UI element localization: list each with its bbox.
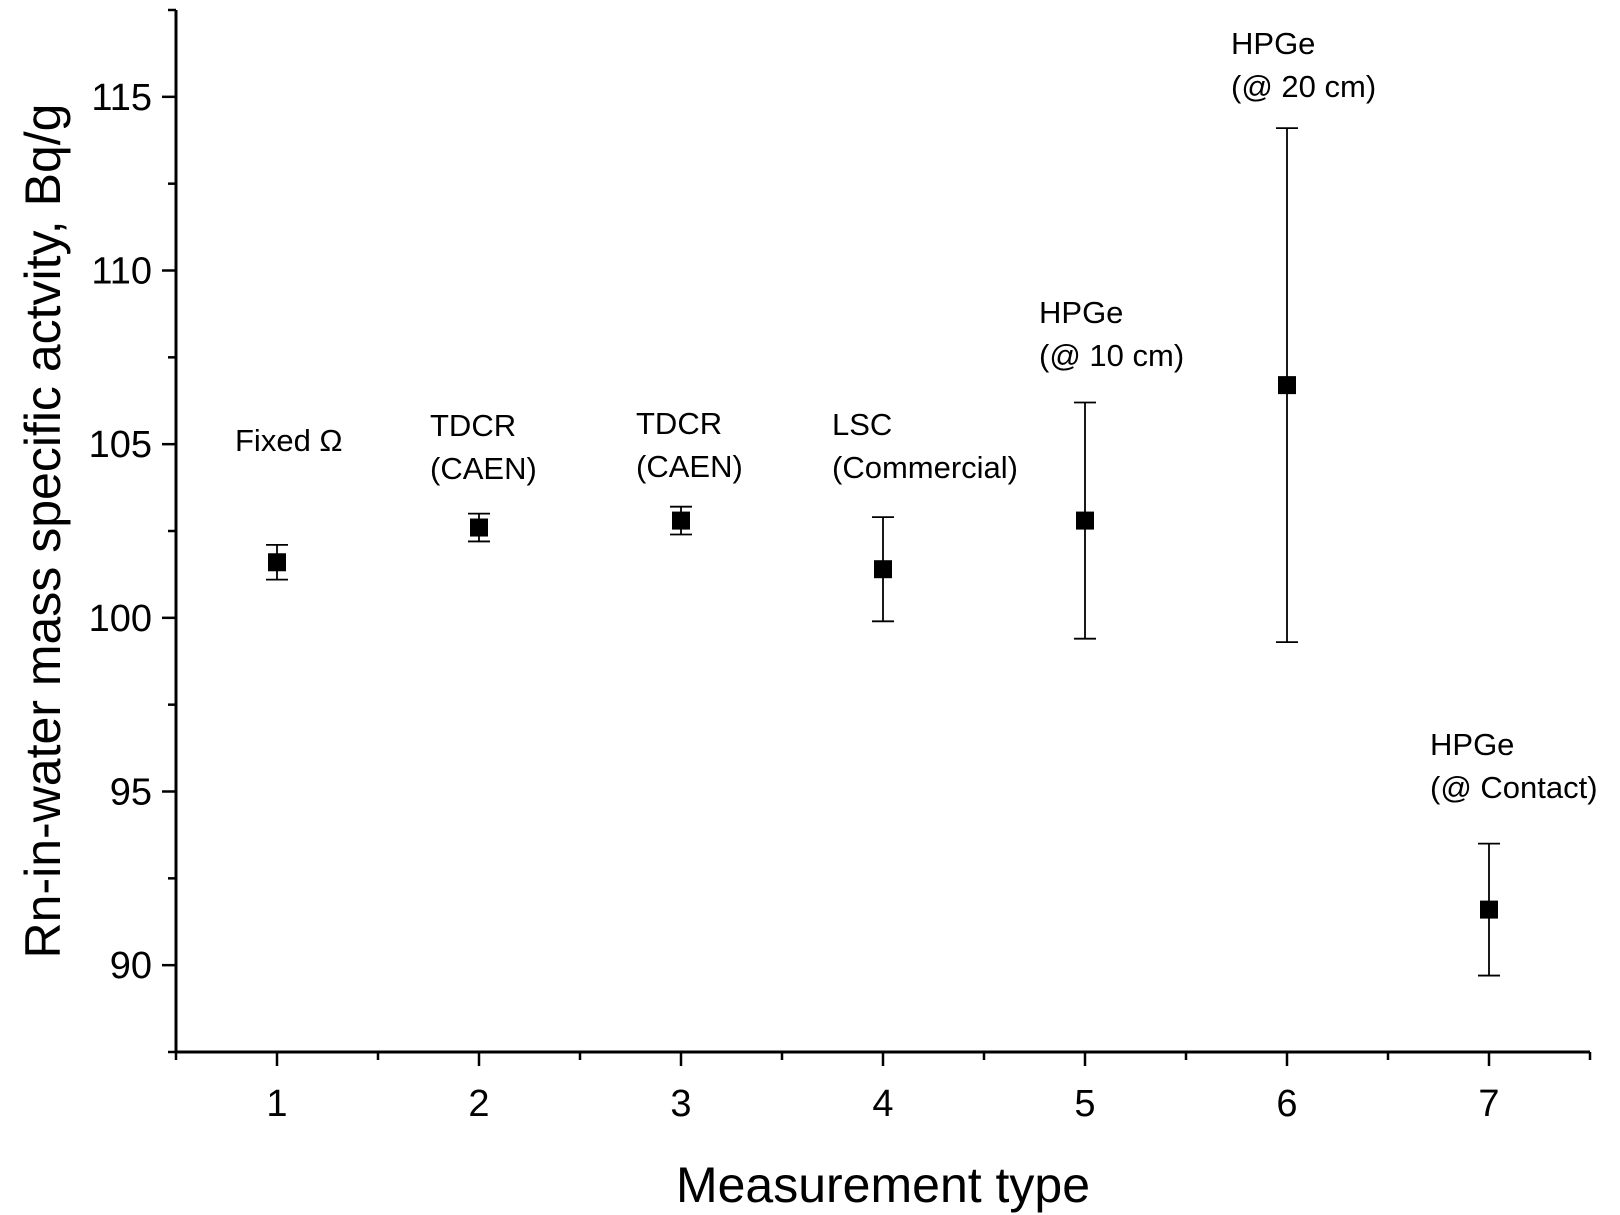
x-tick-label: 6 [1276, 1083, 1297, 1125]
data-point-group [872, 516, 894, 623]
data-point-group [1276, 127, 1298, 644]
data-point-group [1074, 401, 1096, 640]
point-annotation-line: (Commercial) [832, 450, 1018, 485]
y-tick-label: 115 [91, 77, 152, 119]
x-tick-label: 4 [872, 1083, 893, 1125]
data-point [470, 518, 488, 537]
axes: 1 2 3 4 5 6 7 90 95 100 105 110 115 [89, 8, 1592, 1125]
point-annotation-line: LSC [832, 407, 892, 442]
point-annotation-line: Fixed Ω [235, 423, 343, 458]
data-point [268, 553, 286, 572]
point-annotation: HPGe (@ 20 cm) [1231, 26, 1376, 104]
data-point [672, 511, 690, 530]
data-point-group [266, 543, 288, 581]
point-annotation-line: (@ 20 cm) [1231, 69, 1376, 104]
point-annotation-line: (CAEN) [636, 449, 743, 484]
point-annotation: TDCR (CAEN) [430, 408, 537, 486]
point-annotation-line: HPGe [1231, 26, 1315, 61]
data-point-group [1478, 842, 1500, 977]
point-annotation-line: (@ Contact) [1430, 770, 1598, 805]
x-tick-label: 1 [266, 1083, 287, 1125]
data-point [1076, 511, 1094, 530]
data-point [1278, 376, 1296, 395]
point-annotation: TDCR (CAEN) [636, 406, 743, 484]
x-axis-title: Measurement type [676, 1157, 1090, 1213]
y-tick-label: 105 [89, 424, 152, 466]
y-tick-label: 100 [89, 598, 152, 640]
annotations: Fixed Ω TDCR (CAEN) TDCR (CAEN) LSC (Commercia… [235, 26, 1598, 805]
x-tick-label: 3 [670, 1083, 691, 1125]
point-annotation-line: HPGe [1039, 295, 1123, 330]
y-tick-label: 110 [91, 251, 152, 293]
data-point-group [670, 505, 692, 536]
point-annotation-line: (@ 10 cm) [1039, 338, 1184, 373]
data-point-group [468, 512, 490, 543]
y-tick-label: 95 [110, 772, 152, 814]
y-tick-label: 90 [110, 945, 152, 987]
point-annotation: LSC (Commercial) [832, 407, 1018, 485]
data-marks [266, 127, 1500, 977]
data-point [874, 560, 892, 579]
y-axis-title: Rn-in-water mass specific actvity, Bq/g [15, 104, 71, 959]
x-tick-label: 2 [468, 1083, 489, 1125]
x-tick-label: 7 [1478, 1083, 1499, 1125]
point-annotation: Fixed Ω [235, 423, 343, 458]
x-tick-label: 5 [1074, 1083, 1095, 1125]
point-annotation-line: TDCR [430, 408, 516, 443]
point-annotation-line: TDCR [636, 406, 722, 441]
data-point [1480, 900, 1498, 919]
point-annotation-line: HPGe [1430, 727, 1514, 762]
point-annotation: HPGe (@ Contact) [1430, 727, 1598, 805]
point-annotation: HPGe (@ 10 cm) [1039, 295, 1184, 373]
point-annotation-line: (CAEN) [430, 451, 537, 486]
